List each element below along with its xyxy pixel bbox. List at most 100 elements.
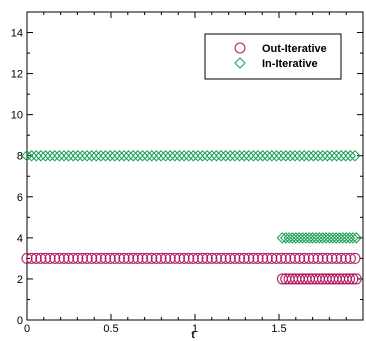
data-point: [155, 252, 167, 264]
data-point: [294, 252, 306, 264]
data-point: [327, 232, 339, 244]
data-point: [280, 150, 292, 162]
data-point: [347, 232, 359, 244]
data-point: [229, 252, 241, 264]
data-point: [196, 150, 209, 162]
data-point: [340, 232, 352, 244]
y-tick-label: 8: [17, 151, 23, 163]
x-tick-label: 1: [192, 323, 198, 335]
data-point: [350, 232, 362, 244]
data-point: [86, 252, 98, 264]
data-point: [312, 150, 324, 162]
data-point: [136, 150, 149, 162]
data-point: [76, 252, 88, 264]
data-point: [257, 252, 269, 264]
data-point: [118, 150, 130, 162]
data-point: [123, 252, 135, 264]
data-point: [63, 252, 75, 264]
y-tick-label: 10: [11, 110, 23, 122]
data-point: [118, 252, 130, 264]
data-point: [150, 252, 162, 264]
data-point: [72, 150, 84, 162]
data-point: [224, 150, 236, 162]
data-point: [321, 150, 334, 162]
data-point: [201, 252, 213, 264]
legend-entry-in-iterative: In-Iterative: [262, 58, 318, 70]
data-point: [284, 252, 296, 264]
data-point: [173, 150, 186, 162]
data-point: [349, 150, 361, 162]
data-point: [349, 252, 361, 264]
data-point: [347, 273, 359, 285]
data-point: [113, 150, 126, 162]
data-point: [330, 150, 343, 162]
legend: Out-Iterative In-Iterative: [204, 33, 342, 80]
data-point: [313, 232, 326, 244]
data-point: [266, 252, 278, 264]
data-point: [326, 150, 338, 162]
data-point: [270, 150, 283, 162]
data-point: [333, 232, 346, 244]
legend-entry-out-iterative: Out-Iterative: [262, 43, 327, 55]
y-tick-label: 4: [17, 233, 23, 245]
data-point: [335, 252, 347, 264]
data-point: [53, 252, 65, 264]
data-point: [243, 252, 255, 264]
data-point: [21, 150, 33, 162]
data-point: [220, 252, 232, 264]
data-point: [261, 150, 273, 162]
data-point: [137, 252, 148, 264]
data-point: [306, 232, 319, 244]
data-point: [182, 150, 195, 162]
data-point: [58, 252, 70, 264]
data-point: [323, 232, 336, 244]
data-point: [53, 150, 66, 162]
data-point: [62, 150, 75, 162]
data-point: [286, 232, 299, 244]
data-point: [238, 150, 250, 162]
data-point: [270, 252, 282, 264]
data-point: [215, 150, 227, 162]
data-point: [316, 232, 329, 244]
data-point: [307, 150, 320, 162]
data-point: [247, 252, 259, 264]
data-point: [127, 252, 139, 264]
data-point: [160, 252, 172, 264]
data-point: [343, 232, 356, 244]
data-point: [266, 150, 278, 162]
data-point: [293, 150, 306, 162]
data-point: [76, 150, 89, 162]
data-point: [215, 252, 227, 264]
data-point: [109, 150, 121, 162]
data-point: [307, 252, 319, 264]
data-point: [67, 252, 79, 264]
data-point: [113, 252, 125, 264]
data-point: [183, 252, 195, 264]
data-point: [344, 273, 356, 285]
data-point: [206, 252, 218, 264]
data-point: [210, 252, 222, 264]
data-point: [146, 252, 158, 264]
x-tick-label: 0: [24, 323, 30, 335]
data-point: [197, 252, 209, 264]
data-point: [95, 150, 107, 162]
data-point: [261, 252, 273, 264]
x-axis-title: t: [191, 330, 195, 341]
data-point: [252, 150, 264, 162]
data-point: [81, 150, 93, 162]
data-point: [229, 150, 241, 162]
data-point: [85, 150, 98, 162]
data-point: [293, 232, 305, 244]
y-axis: 0 2 4 6 8 10 12 14: [11, 28, 363, 327]
data-point: [210, 150, 223, 162]
data-point: [275, 150, 287, 162]
data-point: [192, 150, 204, 162]
data-point: [340, 150, 352, 162]
data-point: [58, 150, 70, 162]
legend-box: [204, 33, 342, 80]
data-point: [316, 150, 329, 162]
data-point: [224, 252, 236, 264]
data-point: [296, 232, 309, 244]
y-tick-label: 0: [17, 315, 23, 327]
